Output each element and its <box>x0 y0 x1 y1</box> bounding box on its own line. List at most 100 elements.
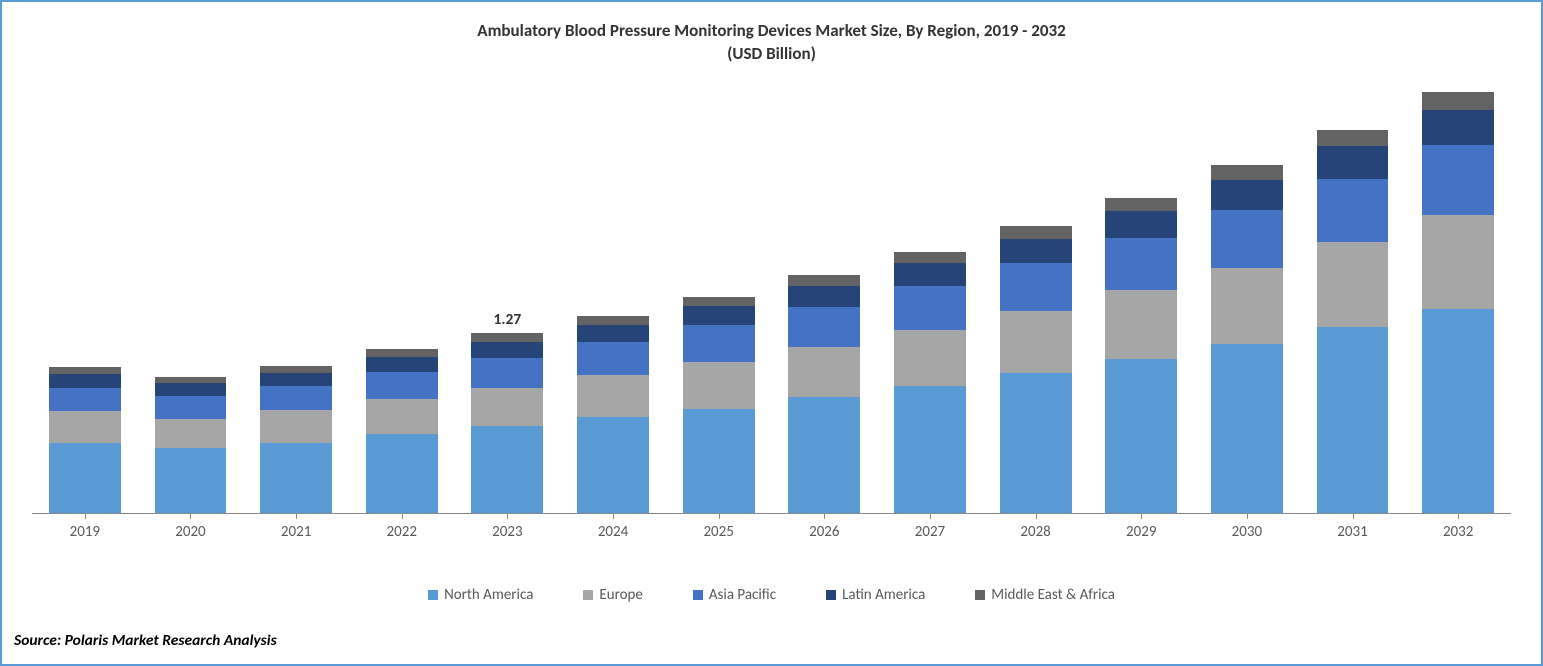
bar-segment <box>366 349 438 357</box>
bar-slot: 1.272023 <box>455 102 561 513</box>
bar-segment <box>894 330 966 386</box>
bar <box>683 297 755 513</box>
bar-segment <box>1000 263 1072 311</box>
bar-segment <box>788 286 860 307</box>
bar-segment <box>788 397 860 513</box>
bar-segment <box>366 434 438 513</box>
bar-segment <box>577 342 649 374</box>
bar-segment <box>1105 198 1177 211</box>
x-tick-label: 2023 <box>455 513 561 541</box>
bar-segment <box>577 325 649 343</box>
legend-swatch <box>583 590 593 600</box>
bar-segment <box>1317 146 1389 178</box>
bar-segment <box>788 347 860 398</box>
bar <box>155 377 227 513</box>
bar-segment <box>49 443 121 514</box>
bar-segment <box>1211 268 1283 344</box>
bar-segment <box>1211 210 1283 268</box>
bar-segment <box>683 306 755 325</box>
legend-swatch <box>428 590 438 600</box>
bar <box>788 275 860 513</box>
bar-segment <box>471 358 543 388</box>
bar-slot: 2019 <box>32 102 138 513</box>
legend-item: North America <box>428 586 533 604</box>
bar-slot: 2028 <box>983 102 1089 513</box>
bar-segment <box>49 374 121 387</box>
legend-swatch <box>975 590 985 600</box>
x-tick-label: 2024 <box>560 513 666 541</box>
bar-segment <box>577 316 649 325</box>
bar: 1.27 <box>471 333 543 513</box>
bar-segment <box>577 375 649 417</box>
x-tick-label: 2032 <box>1405 513 1511 541</box>
bar-segment <box>155 383 227 396</box>
bar-segment <box>49 367 121 374</box>
bar-segment <box>577 417 649 513</box>
bar-segment <box>260 443 332 514</box>
bar-segment <box>1105 359 1177 513</box>
bar-segment <box>894 252 966 263</box>
bar-segment <box>683 362 755 409</box>
bar-segment <box>155 396 227 419</box>
bar-slot: 2029 <box>1088 102 1194 513</box>
bar-segment <box>49 388 121 412</box>
bar-segment <box>155 448 227 513</box>
bar-segment <box>1105 290 1177 359</box>
bar-segment <box>683 297 755 307</box>
bar <box>1422 92 1494 513</box>
bar-segment <box>366 372 438 399</box>
legend-swatch <box>826 590 836 600</box>
bar-slot: 2022 <box>349 102 455 513</box>
legend-item: Middle East & Africa <box>975 586 1115 604</box>
x-tick-label: 2029 <box>1088 513 1194 541</box>
bar <box>1317 130 1389 513</box>
bar <box>260 366 332 513</box>
bar-segment <box>366 357 438 372</box>
bar <box>1105 198 1177 513</box>
bar <box>894 252 966 513</box>
bar-segment <box>1000 226 1072 239</box>
plot-area: 20192020202120221.2720232024202520262027… <box>32 102 1511 514</box>
legend-item: Europe <box>583 586 642 604</box>
bar-segment <box>1422 110 1494 145</box>
bar-slot: 2031 <box>1300 102 1406 513</box>
bar <box>366 349 438 513</box>
x-tick-label: 2019 <box>32 513 138 541</box>
bar-segment <box>49 411 121 442</box>
x-tick-label: 2030 <box>1194 513 1300 541</box>
bar-segment <box>683 325 755 362</box>
bar-segment <box>1422 92 1494 110</box>
bar-segment <box>1105 238 1177 290</box>
x-tick-label: 2021 <box>243 513 349 541</box>
bar <box>577 316 649 513</box>
legend-swatch <box>693 590 703 600</box>
legend: North America Europe Asia Pacific Latin Ame… <box>2 586 1541 604</box>
legend-item: Latin America <box>826 586 925 604</box>
bar-segment <box>1422 145 1494 216</box>
bar-slot: 2021 <box>243 102 349 513</box>
chart-title-line1: Ambulatory Blood Pressure Monitoring Dev… <box>2 20 1541 43</box>
x-tick-label: 2028 <box>983 513 1089 541</box>
bar-segment <box>1422 215 1494 308</box>
bar-slot: 2026 <box>771 102 877 513</box>
bar-segment <box>471 333 543 341</box>
bar-segment <box>260 386 332 410</box>
bar-slot: 2024 <box>560 102 666 513</box>
bar-segment <box>1211 180 1283 210</box>
x-tick-label: 2026 <box>771 513 877 541</box>
legend-label: Latin America <box>842 586 925 604</box>
legend-label: Asia Pacific <box>709 586 776 604</box>
x-tick-label: 2025 <box>666 513 772 541</box>
bar-segment <box>1000 373 1072 513</box>
bars-row: 20192020202120221.2720232024202520262027… <box>32 102 1511 513</box>
x-tick-label: 2031 <box>1300 513 1406 541</box>
bar-segment <box>894 263 966 286</box>
bar-segment <box>1211 344 1283 513</box>
bar-slot: 2030 <box>1194 102 1300 513</box>
bar-segment <box>366 399 438 434</box>
bar <box>1000 226 1072 513</box>
x-tick-label: 2022 <box>349 513 455 541</box>
bar-segment <box>260 410 332 442</box>
chart-title: Ambulatory Blood Pressure Monitoring Dev… <box>2 2 1541 66</box>
bar-segment <box>1317 327 1389 513</box>
